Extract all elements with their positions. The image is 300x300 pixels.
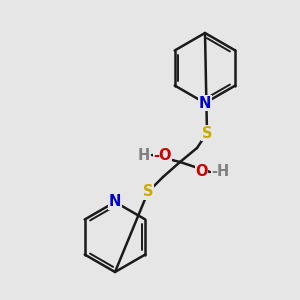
Text: N: N [109,194,121,209]
Text: -H: -H [211,164,229,179]
Text: H: H [138,148,150,163]
Text: S: S [202,125,212,140]
Text: -O: -O [153,148,172,163]
Text: O: O [196,164,208,179]
Text: N: N [199,95,211,110]
Text: S: S [143,184,153,200]
